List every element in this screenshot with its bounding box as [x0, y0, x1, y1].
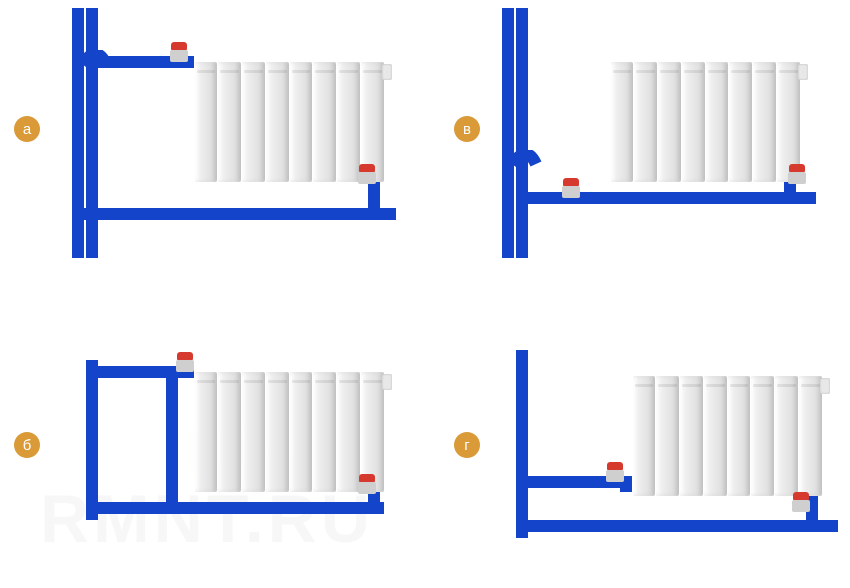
panel-a-valve-top-handle — [171, 42, 187, 50]
panel-b-valve-bottom — [358, 482, 376, 494]
panel-b-valve-top-handle — [177, 352, 193, 360]
panel-g-valve-right-handle — [793, 492, 809, 500]
panel-g-radiator — [632, 376, 822, 496]
panel-a-badge: а — [14, 116, 40, 142]
panel-b-valve-bottom-handle — [359, 474, 375, 482]
diagram-canvas: RMNT.RU а в б — [0, 0, 850, 588]
panel-b-badge: б — [14, 432, 40, 458]
panel-v-valve-left-handle — [563, 178, 579, 186]
panel-v-riser-right — [516, 8, 528, 258]
panel-v-cap — [798, 64, 808, 80]
panel-b-radiator — [194, 372, 384, 492]
panel-g-valve-right — [792, 500, 810, 512]
panel-g-cap — [820, 378, 830, 394]
panel-a-valve-bottom — [358, 172, 376, 184]
panel-a-bottom-branch — [84, 208, 396, 220]
panel-a-riser-right — [86, 8, 98, 258]
panel-b-valve-top — [176, 360, 194, 372]
panel-b-bypass — [166, 366, 178, 502]
panel-v-crossover — [512, 150, 542, 180]
panel-a-radiator — [194, 62, 384, 182]
panel-g-riser — [516, 350, 528, 538]
panel-b-bottom-branch — [86, 502, 384, 514]
panel-v-valve-left — [562, 186, 580, 198]
panel-g-valve-left-handle — [607, 462, 623, 470]
panel-v-valve-right — [788, 172, 806, 184]
panel-a-cap — [382, 64, 392, 80]
panel-v-riser-left — [502, 8, 514, 258]
panel-v-radiator — [610, 62, 800, 182]
panel-a-riser-left — [72, 8, 84, 258]
panel-v-valve-right-handle — [789, 164, 805, 172]
panel-b-riser — [86, 360, 98, 520]
panel-b-cap — [382, 374, 392, 390]
panel-v-badge: в — [454, 116, 480, 142]
panel-g-bottom-branch — [516, 520, 838, 532]
panel-g-valve-left — [606, 470, 624, 482]
panel-g-badge: г — [454, 432, 480, 458]
panel-a-valve-top — [170, 50, 188, 62]
panel-a-valve-bottom-handle — [359, 164, 375, 172]
